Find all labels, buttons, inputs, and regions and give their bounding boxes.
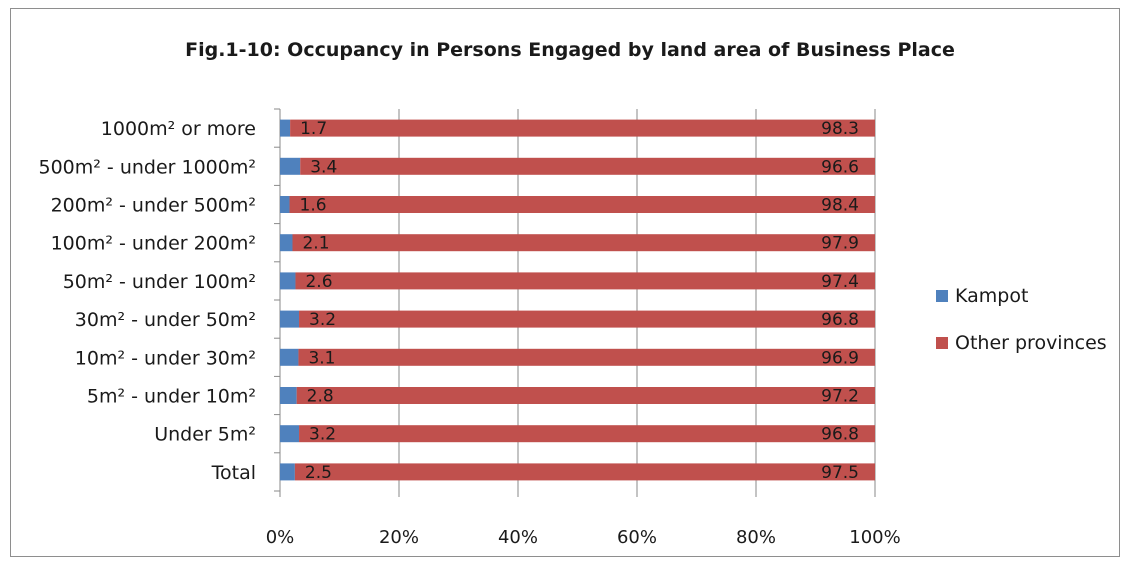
category-label: 200m² - under 500m² bbox=[51, 195, 256, 217]
bar-kampot bbox=[280, 119, 291, 137]
bar-other-provinces bbox=[294, 463, 875, 481]
data-label-kampot: 2.1 bbox=[302, 234, 329, 254]
x-tick-label: 60% bbox=[617, 527, 657, 548]
bar-other-provinces bbox=[299, 425, 875, 443]
legend-label: Other provinces bbox=[955, 332, 1107, 354]
data-label-kampot: 3.1 bbox=[308, 348, 335, 368]
bar-other-provinces bbox=[289, 196, 875, 213]
category-label: Under 5m² bbox=[154, 424, 256, 446]
bar-other-provinces bbox=[298, 348, 875, 366]
data-label-other-provinces: 96.8 bbox=[821, 425, 859, 445]
bar-kampot bbox=[280, 463, 295, 481]
x-tick-label: 80% bbox=[736, 527, 776, 548]
bar-kampot bbox=[280, 234, 293, 252]
bar-other-provinces bbox=[299, 310, 875, 328]
category-label: 1000m² or more bbox=[101, 118, 256, 140]
data-label-kampot: 3.2 bbox=[309, 425, 336, 445]
chart-title: Fig.1-10: Occupancy in Persons Engaged b… bbox=[185, 39, 955, 61]
data-label-kampot: 1.6 bbox=[300, 196, 327, 216]
x-tick-labels: 0% 20% 40% 60% 80% 100% bbox=[266, 527, 901, 548]
data-label-kampot: 3.4 bbox=[310, 157, 337, 177]
bar-kampot bbox=[280, 272, 296, 290]
category-label: 30m² - under 50m² bbox=[75, 309, 256, 331]
data-label-other-provinces: 98.4 bbox=[821, 196, 859, 216]
bar-other-provinces bbox=[290, 119, 875, 137]
bar-kampot bbox=[280, 425, 300, 443]
bars: 1.7 98.3 3.4 96.6 1.6 98.4 2.1 97.9 2.6 97.4 3.2 96… bbox=[280, 119, 876, 483]
data-label-other-provinces: 98.3 bbox=[821, 119, 859, 139]
x-tick-label: 20% bbox=[379, 527, 419, 548]
bar-other-provinces bbox=[295, 272, 876, 290]
bar-kampot bbox=[280, 196, 290, 213]
x-tick-label: 0% bbox=[266, 527, 295, 548]
data-label-kampot: 2.5 bbox=[305, 463, 332, 483]
data-label-other-provinces: 97.5 bbox=[821, 463, 859, 483]
bar-kampot bbox=[280, 310, 300, 328]
category-label: Total bbox=[211, 462, 256, 484]
category-label: 500m² - under 1000m² bbox=[39, 156, 257, 178]
category-label: 100m² - under 200m² bbox=[51, 233, 256, 255]
data-label-kampot: 1.7 bbox=[300, 119, 327, 139]
x-tick-label: 40% bbox=[498, 527, 538, 548]
x-tick-label: 100% bbox=[849, 527, 900, 548]
category-label: 10m² - under 30m² bbox=[75, 347, 256, 369]
legend-label: Kampot bbox=[955, 285, 1028, 307]
data-label-kampot: 2.8 bbox=[307, 387, 334, 407]
data-label-other-provinces: 97.2 bbox=[821, 387, 859, 407]
category-label: 5m² - under 10m² bbox=[87, 386, 256, 408]
category-label: 50m² - under 100m² bbox=[63, 271, 256, 293]
data-label-other-provinces: 97.9 bbox=[821, 234, 859, 254]
data-label-kampot: 3.2 bbox=[309, 310, 336, 330]
data-label-other-provinces: 97.4 bbox=[821, 272, 859, 292]
data-label-other-provinces: 96.9 bbox=[821, 348, 859, 368]
data-label-other-provinces: 96.6 bbox=[821, 157, 859, 177]
data-label-other-provinces: 96.8 bbox=[821, 310, 859, 330]
bar-other-provinces bbox=[300, 157, 876, 175]
category-labels: 1000m² or more 500m² - under 1000m² 200m² … bbox=[39, 118, 257, 484]
legend: Kampot Other provinces bbox=[936, 285, 1107, 354]
legend-swatch bbox=[936, 337, 948, 349]
bar-kampot bbox=[280, 157, 301, 175]
data-label-kampot: 2.6 bbox=[305, 272, 332, 292]
bar-other-provinces bbox=[292, 234, 875, 252]
bar-kampot bbox=[280, 387, 297, 404]
legend-swatch bbox=[936, 290, 948, 302]
bar-kampot bbox=[280, 348, 299, 366]
bar-other-provinces bbox=[296, 387, 875, 404]
